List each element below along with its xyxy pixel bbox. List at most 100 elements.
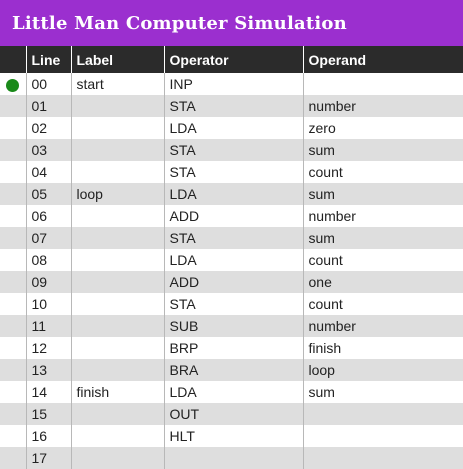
table-row[interactable]: 09 ADD one (0, 271, 463, 293)
table-row[interactable]: 11 SUB number (0, 315, 463, 337)
table-header-row: Line Label Operator Operand (0, 46, 463, 73)
operator-cell[interactable]: STA (163, 227, 303, 249)
operator-cell[interactable]: STA (163, 161, 303, 183)
operator-cell[interactable]: ADD (163, 205, 303, 227)
label-cell[interactable] (70, 447, 164, 469)
header-operator: Operator (163, 46, 303, 73)
operand-cell[interactable]: sum (302, 139, 463, 161)
line-cell[interactable]: 11 (25, 315, 71, 337)
row-indicator-cell (0, 447, 26, 469)
label-cell[interactable]: finish (70, 381, 164, 403)
table-row[interactable]: 10 STA count (0, 293, 463, 315)
label-cell[interactable] (70, 315, 164, 337)
table-row[interactable]: 14 finish LDA sum (0, 381, 463, 403)
operator-cell[interactable]: INP (163, 73, 303, 95)
table-row[interactable]: 16 HLT (0, 425, 463, 447)
table-row[interactable]: 00 start INP (0, 73, 463, 95)
label-cell[interactable] (70, 205, 164, 227)
line-cell[interactable]: 13 (25, 359, 71, 381)
operator-cell[interactable]: LDA (163, 117, 303, 139)
label-cell[interactable] (70, 337, 164, 359)
operator-cell[interactable]: LDA (163, 249, 303, 271)
operand-cell[interactable] (302, 403, 463, 425)
header-indicator (0, 46, 26, 73)
line-cell[interactable]: 10 (25, 293, 71, 315)
label-cell[interactable] (70, 359, 164, 381)
operand-cell[interactable]: count (302, 293, 463, 315)
line-cell[interactable]: 08 (25, 249, 71, 271)
operand-cell[interactable]: number (302, 205, 463, 227)
table-row[interactable]: 17 (0, 447, 463, 469)
table-row[interactable]: 02 LDA zero (0, 117, 463, 139)
table-row[interactable]: 06 ADD number (0, 205, 463, 227)
table-row[interactable]: 01 STA number (0, 95, 463, 117)
operand-cell[interactable]: zero (302, 117, 463, 139)
table-row[interactable]: 15 OUT (0, 403, 463, 425)
operator-cell[interactable]: BRP (163, 337, 303, 359)
operator-cell[interactable]: HLT (163, 425, 303, 447)
program-counter-icon (6, 78, 20, 92)
table-row[interactable]: 04 STA count (0, 161, 463, 183)
table-row[interactable]: 05 loop LDA sum (0, 183, 463, 205)
operator-cell[interactable]: LDA (163, 381, 303, 403)
table-row[interactable]: 13 BRA loop (0, 359, 463, 381)
label-cell[interactable] (70, 271, 164, 293)
label-cell[interactable] (70, 227, 164, 249)
label-cell[interactable] (70, 425, 164, 447)
row-indicator-cell (0, 205, 26, 227)
table-row[interactable]: 03 STA sum (0, 139, 463, 161)
operand-cell[interactable]: loop (302, 359, 463, 381)
operand-cell[interactable]: count (302, 161, 463, 183)
row-indicator-cell (0, 249, 26, 271)
line-cell[interactable]: 02 (25, 117, 71, 139)
line-cell[interactable]: 01 (25, 95, 71, 117)
header-operand: Operand (302, 46, 463, 73)
operand-cell[interactable] (302, 73, 463, 95)
operand-cell[interactable]: finish (302, 337, 463, 359)
operand-cell[interactable]: sum (302, 381, 463, 403)
operator-cell[interactable]: LDA (163, 183, 303, 205)
operand-cell[interactable]: sum (302, 227, 463, 249)
line-cell[interactable]: 07 (25, 227, 71, 249)
label-cell[interactable]: loop (70, 183, 164, 205)
operand-cell[interactable]: number (302, 315, 463, 337)
line-cell[interactable]: 03 (25, 139, 71, 161)
operand-cell[interactable] (302, 425, 463, 447)
operator-cell[interactable]: STA (163, 95, 303, 117)
line-cell[interactable]: 00 (25, 73, 71, 95)
line-cell[interactable]: 04 (25, 161, 71, 183)
line-cell[interactable]: 06 (25, 205, 71, 227)
label-cell[interactable] (70, 293, 164, 315)
line-cell[interactable]: 05 (25, 183, 71, 205)
operator-cell[interactable]: OUT (163, 403, 303, 425)
operator-cell[interactable]: ADD (163, 271, 303, 293)
operand-cell[interactable]: sum (302, 183, 463, 205)
label-cell[interactable] (70, 95, 164, 117)
operand-cell[interactable]: one (302, 271, 463, 293)
label-cell[interactable] (70, 161, 164, 183)
operator-cell[interactable]: STA (163, 139, 303, 161)
line-cell[interactable]: 15 (25, 403, 71, 425)
operand-cell[interactable]: number (302, 95, 463, 117)
line-cell[interactable]: 09 (25, 271, 71, 293)
row-indicator-cell (0, 403, 26, 425)
line-cell[interactable]: 14 (25, 381, 71, 403)
operator-cell[interactable] (163, 447, 303, 469)
operator-cell[interactable]: STA (163, 293, 303, 315)
operand-cell[interactable] (302, 447, 463, 469)
label-cell[interactable] (70, 117, 164, 139)
label-cell[interactable] (70, 249, 164, 271)
line-cell[interactable]: 16 (25, 425, 71, 447)
operator-cell[interactable]: SUB (163, 315, 303, 337)
line-cell[interactable]: 17 (25, 447, 71, 469)
line-cell[interactable]: 12 (25, 337, 71, 359)
label-cell[interactable] (70, 139, 164, 161)
label-cell[interactable]: start (70, 73, 164, 95)
label-cell[interactable] (70, 403, 164, 425)
table-row[interactable]: 12 BRP finish (0, 337, 463, 359)
table-row[interactable]: 08 LDA count (0, 249, 463, 271)
operand-cell[interactable]: count (302, 249, 463, 271)
program-table: Line Label Operator Operand 00 start INP 01… (0, 46, 463, 469)
operator-cell[interactable]: BRA (163, 359, 303, 381)
table-row[interactable]: 07 STA sum (0, 227, 463, 249)
